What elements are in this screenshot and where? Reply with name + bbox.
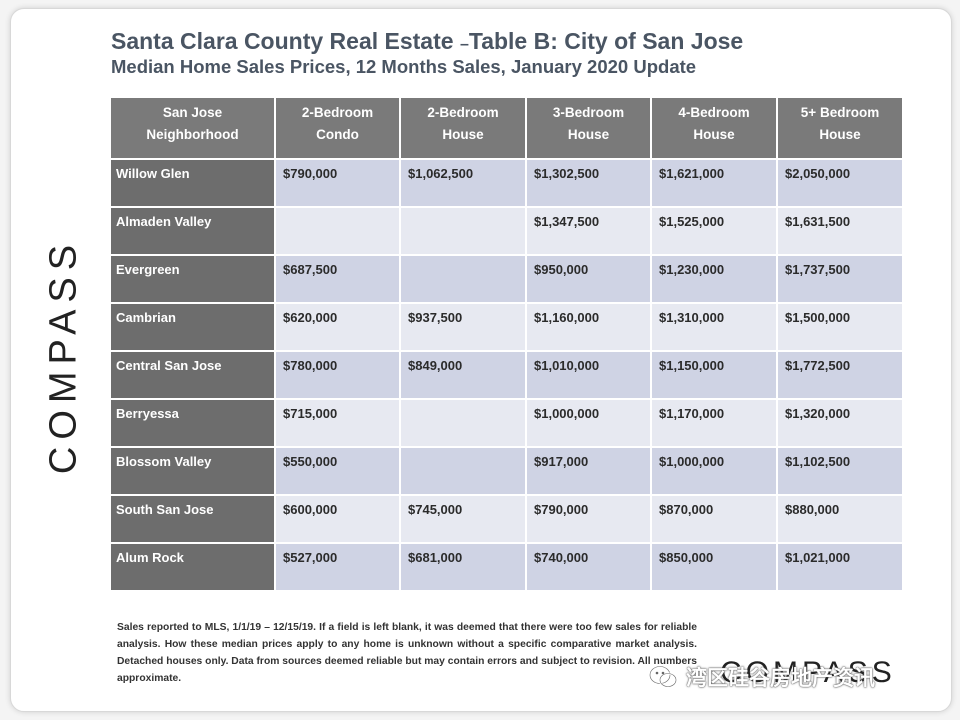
price-cell: $1,310,000 bbox=[650, 302, 778, 352]
price-cell: $1,170,000 bbox=[650, 398, 778, 448]
page-title: Santa Clara County Real Estate –Table B:… bbox=[111, 28, 743, 55]
neighborhood-cell: Alum Rock bbox=[109, 542, 276, 592]
title-dash: – bbox=[459, 36, 469, 53]
price-cell: $1,160,000 bbox=[525, 302, 652, 352]
neighborhood-cell: Blossom Valley bbox=[109, 446, 276, 496]
price-cell: $681,000 bbox=[399, 542, 527, 592]
price-cell: $1,320,000 bbox=[776, 398, 904, 448]
price-cell: $850,000 bbox=[650, 542, 778, 592]
header-3bed-house: 3-Bedroom House bbox=[525, 96, 652, 160]
header-5bed-house: 5+ Bedroom House bbox=[776, 96, 904, 160]
neighborhood-cell: Berryessa bbox=[109, 398, 276, 448]
neighborhood-cell: Cambrian bbox=[109, 302, 276, 352]
price-cell: $1,737,500 bbox=[776, 254, 904, 304]
neighborhood-cell: Central San Jose bbox=[109, 350, 276, 400]
header-4bed-house: 4-Bedroom House bbox=[650, 96, 778, 160]
neighborhood-cell: South San Jose bbox=[109, 494, 276, 544]
price-cell: $790,000 bbox=[274, 158, 401, 208]
price-cell: $1,062,500 bbox=[399, 158, 527, 208]
title-main: Santa Clara County Real Estate bbox=[111, 28, 454, 54]
price-cell: $1,621,000 bbox=[650, 158, 778, 208]
price-cell: $2,050,000 bbox=[776, 158, 904, 208]
footnote: Sales reported to MLS, 1/1/19 – 12/15/19… bbox=[117, 622, 697, 684]
price-cell: $745,000 bbox=[399, 494, 527, 544]
price-cell bbox=[399, 254, 527, 304]
table-row: Willow Glen $790,000 $1,062,500 $1,302,5… bbox=[109, 158, 904, 208]
price-cell: $1,150,000 bbox=[650, 350, 778, 400]
price-cell: $1,102,500 bbox=[776, 446, 904, 496]
price-cell: $1,000,000 bbox=[650, 446, 778, 496]
price-cell: $1,525,000 bbox=[650, 206, 778, 256]
page-subtitle: Median Home Sales Prices, 12 Months Sale… bbox=[111, 56, 697, 77]
price-cell bbox=[399, 446, 527, 496]
price-cell: $620,000 bbox=[274, 302, 401, 352]
price-cell bbox=[399, 206, 527, 256]
price-cell bbox=[274, 206, 401, 256]
watermark: 湾区硅谷房地产资讯 bbox=[648, 662, 875, 692]
watermark-text: 湾区硅谷房地产资讯 bbox=[686, 667, 875, 690]
price-cell: $950,000 bbox=[525, 254, 652, 304]
compass-logo-vertical: COMPASS bbox=[42, 237, 85, 475]
title-rest: Table B: City of San Jose bbox=[468, 28, 744, 54]
price-cell: $880,000 bbox=[776, 494, 904, 544]
price-cell: $1,000,000 bbox=[525, 398, 652, 448]
price-cell: $687,500 bbox=[274, 254, 401, 304]
price-cell: $1,500,000 bbox=[776, 302, 904, 352]
table-header-row: San Jose Neighborhood 2-Bedroom Condo 2-Be… bbox=[109, 96, 904, 160]
price-cell: $870,000 bbox=[650, 494, 778, 544]
table-row: Cambrian $620,000 $937,500 $1,160,000 $1… bbox=[109, 302, 904, 352]
header-2bed-condo: 2-Bedroom Condo bbox=[274, 96, 401, 160]
price-table: San Jose Neighborhood 2-Bedroom Condo 2-Be… bbox=[109, 96, 904, 592]
price-cell: $550,000 bbox=[274, 446, 401, 496]
header-2bed-house: 2-Bedroom House bbox=[399, 96, 527, 160]
price-cell: $600,000 bbox=[274, 494, 401, 544]
table-row: Alum Rock $527,000 $681,000 $740,000 $85… bbox=[109, 542, 904, 592]
table-row: South San Jose $600,000 $745,000 $790,00… bbox=[109, 494, 904, 544]
price-cell: $780,000 bbox=[274, 350, 401, 400]
price-cell: $1,010,000 bbox=[525, 350, 652, 400]
price-cell: $849,000 bbox=[399, 350, 527, 400]
price-cell: $937,500 bbox=[399, 302, 527, 352]
price-cell: $527,000 bbox=[274, 542, 401, 592]
price-cell: $1,772,500 bbox=[776, 350, 904, 400]
price-cell: $917,000 bbox=[525, 446, 652, 496]
price-cell: $740,000 bbox=[525, 542, 652, 592]
table-row: Berryessa $715,000 $1,000,000 $1,170,000… bbox=[109, 398, 904, 448]
price-cell: $790,000 bbox=[525, 494, 652, 544]
neighborhood-cell: Willow Glen bbox=[109, 158, 276, 208]
price-cell: $1,302,500 bbox=[525, 158, 652, 208]
price-cell: $1,230,000 bbox=[650, 254, 778, 304]
price-cell: $1,021,000 bbox=[776, 542, 904, 592]
compass-logo-footer: COMPASS bbox=[720, 656, 896, 689]
table-row: Central San Jose $780,000 $849,000 $1,01… bbox=[109, 350, 904, 400]
neighborhood-cell: Evergreen bbox=[109, 254, 276, 304]
header-neighborhood: San Jose Neighborhood bbox=[109, 96, 276, 160]
price-cell: $1,347,500 bbox=[525, 206, 652, 256]
neighborhood-cell: Almaden Valley bbox=[109, 206, 276, 256]
table-row: Evergreen $687,500 $950,000 $1,230,000 $… bbox=[109, 254, 904, 304]
table-row: Almaden Valley $1,347,500 $1,525,000 $1,… bbox=[109, 206, 904, 256]
price-cell: $1,631,500 bbox=[776, 206, 904, 256]
table-row: Blossom Valley $550,000 $917,000 $1,000,… bbox=[109, 446, 904, 496]
price-cell: $715,000 bbox=[274, 398, 401, 448]
price-cell bbox=[399, 398, 527, 448]
wechat-icon bbox=[649, 665, 677, 688]
